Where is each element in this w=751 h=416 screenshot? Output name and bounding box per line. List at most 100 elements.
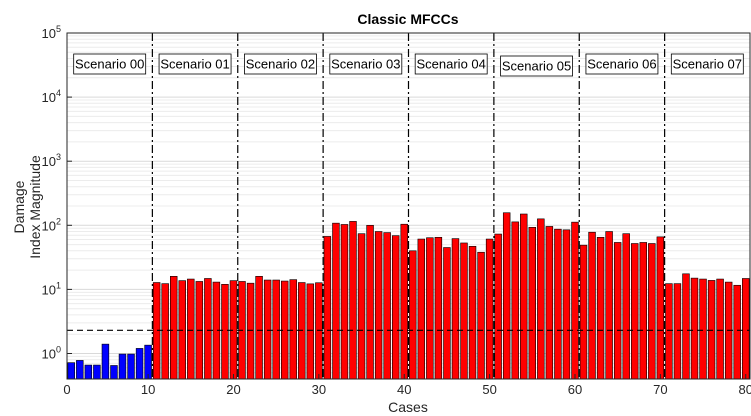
y-tick-label: 101 (42, 280, 61, 297)
x-tick-label: 0 (63, 382, 70, 397)
bars (67, 212, 750, 380)
bar (528, 227, 537, 380)
bar (443, 247, 451, 380)
bar (340, 224, 349, 380)
bar (357, 233, 366, 380)
bar (520, 213, 528, 380)
x-tick-label: 20 (226, 382, 240, 397)
scenario-box (158, 53, 232, 75)
bar (400, 223, 408, 380)
scenario-box (670, 53, 744, 75)
x-tick-label: 50 (482, 382, 496, 397)
bar (682, 273, 690, 380)
scenario-box (244, 53, 317, 75)
bar (562, 229, 571, 380)
bar (101, 343, 110, 380)
bar (187, 278, 195, 380)
bar (383, 232, 391, 380)
bar (605, 231, 613, 380)
scenario-label: Scenario 00 (75, 57, 144, 72)
bar (374, 231, 383, 380)
bar (699, 278, 707, 380)
bar (391, 235, 400, 380)
bar (596, 236, 605, 380)
x-tick-label: 70 (653, 382, 667, 397)
bar (742, 278, 750, 380)
bar (135, 348, 144, 380)
bar (554, 228, 562, 380)
chart-title: Classic MFCCs (357, 11, 458, 27)
bar (349, 221, 357, 380)
bar (733, 284, 741, 380)
x-tick-label: 80 (738, 382, 751, 397)
scenario-label: Scenario 05 (502, 59, 571, 74)
bar (477, 251, 485, 380)
bar (263, 279, 272, 380)
y-axis-label-line2: Index Magnitude (27, 155, 43, 259)
bar (588, 231, 596, 380)
bar (84, 364, 93, 380)
bar (306, 283, 315, 380)
x-tick-label: 30 (312, 382, 326, 397)
bar (246, 282, 255, 380)
bar (170, 276, 178, 380)
bar (255, 276, 263, 380)
y-tick-label: 100 (42, 344, 61, 361)
x-tick-label: 10 (141, 382, 155, 397)
bar (494, 233, 502, 380)
bar (67, 362, 75, 380)
scenario-box (73, 53, 147, 75)
bar (579, 244, 588, 380)
x-tick-label: 60 (568, 382, 582, 397)
scenario-label: Scenario 07 (673, 57, 742, 72)
x-axis-label: Cases (388, 399, 428, 415)
bar (639, 242, 647, 380)
bar (434, 236, 443, 380)
scenario-box (329, 53, 403, 75)
bar (93, 364, 101, 380)
scenario-box (585, 53, 659, 75)
bar (272, 279, 280, 380)
scenario-label: Scenario 06 (587, 57, 656, 72)
y-tick-label: 105 (42, 24, 61, 41)
y-tick-label: 102 (42, 216, 61, 233)
bar (323, 236, 332, 380)
bar (690, 277, 699, 380)
bar (204, 278, 212, 380)
bar (118, 353, 127, 380)
bar (110, 365, 118, 380)
bar (468, 246, 477, 380)
scenario-box (414, 53, 488, 75)
y-axis-label: Damage Index Magnitude (11, 155, 43, 259)
bar (426, 237, 434, 380)
bar (622, 233, 630, 380)
scenario-boundaries (151, 33, 666, 379)
bar (144, 344, 152, 380)
scenario-labels: Scenario 00 Scenario 01 Scenario 02 Scenari… (73, 53, 744, 77)
bar (127, 353, 135, 380)
plot-frame (66, 32, 751, 380)
scenario-label: Scenario 01 (160, 57, 229, 72)
scenario-label: Scenario 04 (416, 57, 485, 72)
scenario-box (500, 55, 573, 77)
bar (460, 242, 468, 380)
y-tick-label: 104 (42, 88, 61, 105)
x-ticks: 0 10 20 30 40 50 60 70 80 (63, 374, 751, 397)
bar (631, 243, 639, 380)
bar (545, 226, 554, 380)
bar (716, 278, 724, 380)
bar (511, 221, 519, 380)
bar (537, 218, 545, 380)
bar (289, 279, 297, 380)
y-axis-label-line1: Damage (11, 180, 27, 233)
bar (221, 284, 229, 380)
bar (648, 243, 656, 380)
y-tick-label: 103 (42, 152, 61, 169)
bar (451, 238, 460, 380)
bar (673, 283, 682, 380)
bar (332, 222, 340, 380)
bar (417, 238, 426, 380)
scenario-label: Scenario 02 (246, 57, 315, 72)
bar (571, 221, 579, 380)
